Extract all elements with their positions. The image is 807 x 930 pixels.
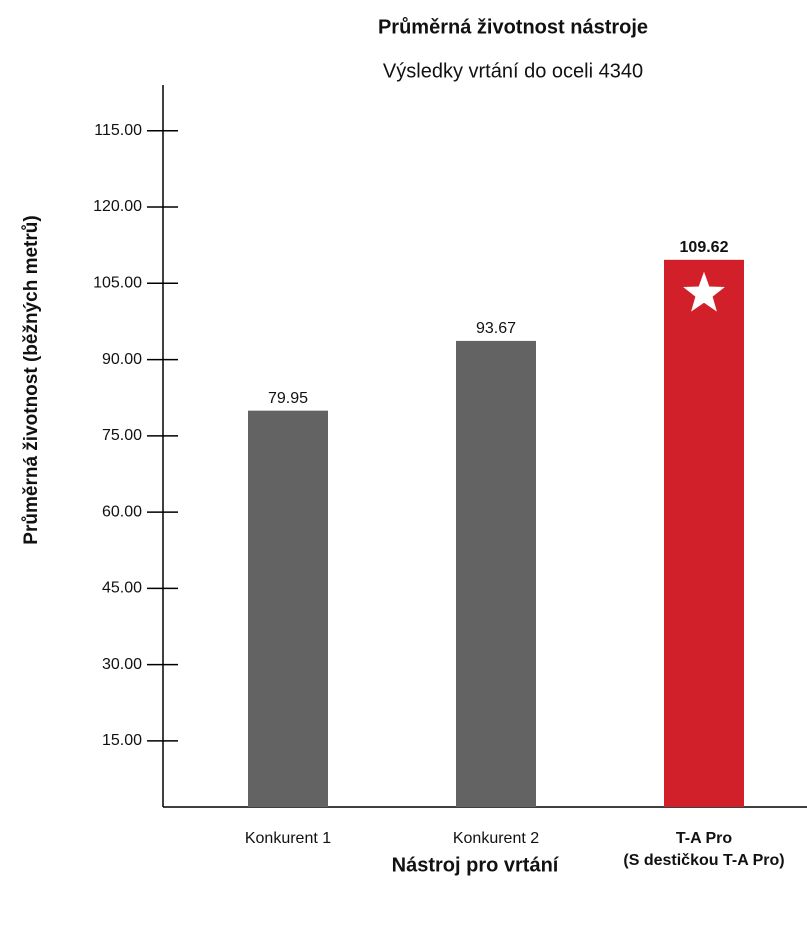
bar [664, 259, 744, 807]
y-tick-label: 120.00 [93, 198, 142, 215]
x-tick-label: Konkurent 1 [244, 830, 332, 847]
x-axis-title: Nástroj pro vrtání [392, 854, 560, 876]
bar [456, 340, 536, 807]
y-tick-label: 60.00 [102, 503, 142, 520]
y-tick-label: 75.00 [102, 427, 142, 444]
chart-title: Průměrná životnost nástroje [378, 16, 648, 38]
y-tick-label: 30.00 [102, 656, 142, 673]
y-tick-label: 45.00 [102, 580, 142, 597]
y-tick-label: 115.00 [94, 122, 142, 139]
value-label: 93.67 [476, 320, 516, 337]
y-axis-title: Průměrná životnost (běžných metrů) [21, 215, 42, 544]
y-tick-label: 90.00 [102, 351, 142, 368]
y-tick-label: 105.00 [93, 275, 142, 292]
value-label: 79.95 [268, 390, 308, 407]
bar [248, 410, 328, 807]
x-tick-label: Konkurent 2 [452, 830, 540, 847]
x-tick-label: T-A Pro (S destičkou T-A Pro) [623, 830, 785, 869]
star-icon [683, 271, 725, 312]
chart-subtitle: Výsledky vrtání do oceli 4340 [383, 60, 643, 82]
value-label: 109.62 [680, 239, 729, 256]
y-tick-label: 15.00 [102, 732, 142, 749]
